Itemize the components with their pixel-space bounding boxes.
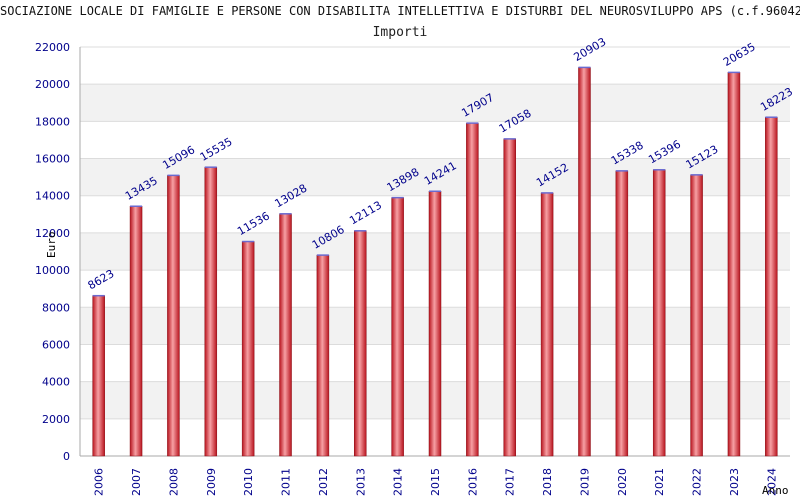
x-tick-label: 2021 bbox=[653, 468, 666, 496]
y-tick-label: 16000 bbox=[35, 153, 70, 166]
chart-title: SOCIAZIONE LOCALE DI FAMIGLIE E PERSONE … bbox=[0, 4, 800, 18]
y-tick-label: 18000 bbox=[35, 115, 70, 128]
y-tick-label: 20000 bbox=[35, 78, 70, 91]
x-tick-label: 2014 bbox=[392, 468, 405, 496]
bar bbox=[316, 254, 330, 457]
x-tick-label: 2015 bbox=[429, 468, 442, 496]
data-label: 12113 bbox=[347, 199, 384, 228]
x-tick-label: 2020 bbox=[616, 468, 629, 496]
y-tick-label: 8000 bbox=[42, 301, 70, 314]
y-tick-label: 0 bbox=[63, 450, 70, 463]
x-tick-label: 2024 bbox=[765, 468, 778, 496]
bar bbox=[167, 175, 180, 457]
x-tick-label: 2018 bbox=[541, 468, 554, 496]
bar bbox=[690, 174, 703, 457]
x-tick-label: 2019 bbox=[578, 468, 591, 496]
bar bbox=[578, 67, 591, 457]
x-tick-label: 2017 bbox=[504, 468, 517, 496]
y-tick-label: 22000 bbox=[35, 41, 70, 54]
data-label: 20635 bbox=[721, 40, 758, 69]
chart-subtitle: Importi bbox=[372, 25, 428, 40]
bar bbox=[652, 169, 666, 457]
bar bbox=[92, 295, 105, 457]
bar bbox=[129, 205, 143, 457]
y-tick-label: 4000 bbox=[42, 376, 70, 389]
x-tick-label: 2013 bbox=[354, 468, 367, 496]
y-tick-label: 10000 bbox=[35, 264, 70, 277]
x-tick-label: 2012 bbox=[317, 468, 330, 496]
y-tick-label: 2000 bbox=[42, 413, 70, 426]
bar bbox=[727, 72, 741, 457]
data-label: 20903 bbox=[571, 35, 608, 64]
y-tick-label: 14000 bbox=[35, 190, 70, 203]
x-axis-label: Anno bbox=[762, 484, 789, 497]
x-tick-label: 2009 bbox=[205, 468, 218, 496]
x-tick-label: 2010 bbox=[242, 468, 255, 496]
bar bbox=[615, 170, 629, 457]
y-axis-label: Euro bbox=[45, 231, 58, 259]
x-tick-label: 2016 bbox=[466, 468, 479, 496]
y-tick-label: 12000 bbox=[35, 227, 70, 240]
bar bbox=[466, 122, 479, 457]
bar bbox=[204, 166, 218, 457]
data-label: 8623 bbox=[86, 267, 117, 292]
bar bbox=[765, 116, 778, 457]
bar bbox=[540, 192, 554, 457]
x-tick-label: 2023 bbox=[728, 468, 741, 496]
bar bbox=[241, 241, 255, 457]
y-tick-label: 6000 bbox=[42, 338, 70, 351]
x-tick-label: 2007 bbox=[130, 468, 143, 496]
x-tick-label: 2011 bbox=[280, 468, 293, 496]
bar bbox=[279, 213, 292, 457]
x-tick-label: 2008 bbox=[167, 468, 180, 496]
grid-band bbox=[80, 84, 790, 122]
bar bbox=[503, 138, 516, 457]
x-tick-label: 2022 bbox=[691, 468, 704, 496]
bar bbox=[354, 230, 367, 457]
bar bbox=[391, 197, 404, 457]
bar bbox=[428, 190, 442, 457]
grid-band bbox=[80, 158, 790, 196]
x-tick-label: 2006 bbox=[93, 468, 106, 496]
